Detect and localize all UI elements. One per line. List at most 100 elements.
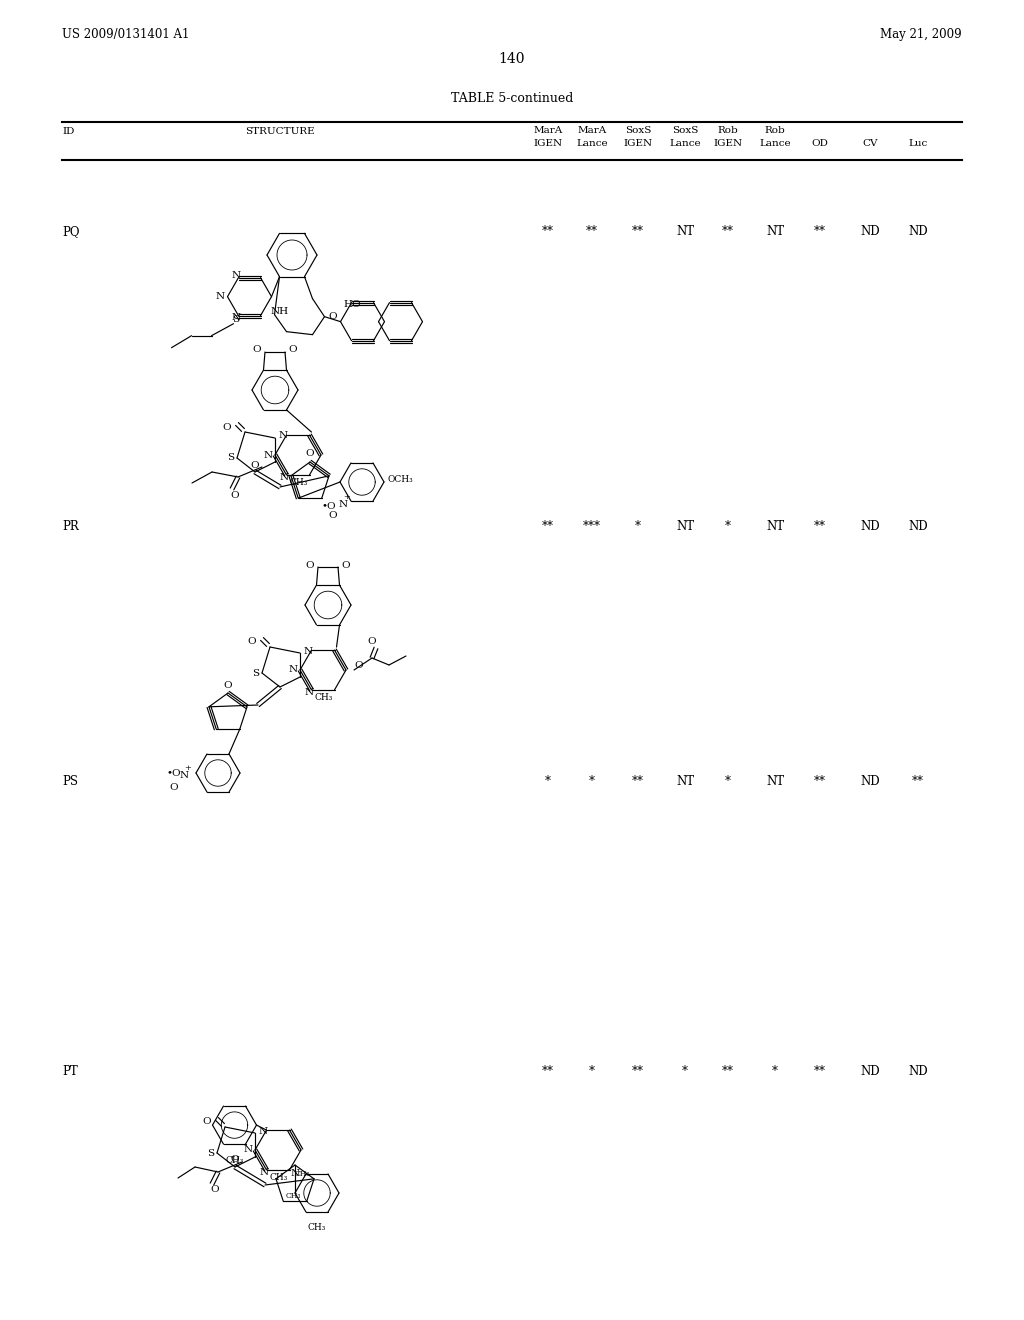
Text: Luc: Luc xyxy=(908,139,928,148)
Text: **: ** xyxy=(632,224,644,238)
Text: CV: CV xyxy=(862,139,878,148)
Text: N: N xyxy=(291,1168,300,1177)
Text: TABLE 5-continued: TABLE 5-continued xyxy=(451,92,573,106)
Text: CH₃: CH₃ xyxy=(308,1224,327,1233)
Text: S: S xyxy=(208,1148,215,1158)
Text: N: N xyxy=(339,499,347,508)
Text: N: N xyxy=(279,432,288,441)
Text: PR: PR xyxy=(62,520,79,533)
Text: OD: OD xyxy=(812,139,828,148)
Text: PQ: PQ xyxy=(62,224,80,238)
Text: O: O xyxy=(222,422,231,432)
Text: O: O xyxy=(306,561,314,569)
Text: O: O xyxy=(354,660,364,669)
Text: Rob: Rob xyxy=(718,125,738,135)
Text: ND: ND xyxy=(908,520,928,533)
Text: O: O xyxy=(230,1155,240,1164)
Text: Lance: Lance xyxy=(577,139,608,148)
Text: **: ** xyxy=(814,1065,826,1078)
Text: Rob: Rob xyxy=(765,125,785,135)
Text: +: + xyxy=(184,764,191,772)
Text: N: N xyxy=(303,647,312,656)
Text: STRUCTURE: STRUCTURE xyxy=(245,128,314,136)
Text: *: * xyxy=(682,1065,688,1078)
Text: MarA: MarA xyxy=(578,125,606,135)
Text: O: O xyxy=(253,346,261,355)
Text: N: N xyxy=(216,292,225,301)
Text: **: ** xyxy=(586,224,598,238)
Text: **: ** xyxy=(814,224,826,238)
Text: *: * xyxy=(545,775,551,788)
Text: **: ** xyxy=(814,775,826,788)
Text: **: ** xyxy=(722,224,734,238)
Text: *: * xyxy=(635,520,641,533)
Text: N: N xyxy=(263,450,272,459)
Text: ND: ND xyxy=(860,1065,880,1078)
Text: **: ** xyxy=(542,520,554,533)
Text: US 2009/0131401 A1: US 2009/0131401 A1 xyxy=(62,28,189,41)
Text: ND: ND xyxy=(908,224,928,238)
Text: **: ** xyxy=(632,1065,644,1078)
Text: O: O xyxy=(170,783,178,792)
Text: O: O xyxy=(368,638,376,647)
Text: N: N xyxy=(179,771,188,780)
Text: O: O xyxy=(328,312,337,321)
Text: +: + xyxy=(344,494,350,502)
Text: CH₃: CH₃ xyxy=(294,1170,309,1177)
Text: May 21, 2009: May 21, 2009 xyxy=(881,28,962,41)
Text: CH₃: CH₃ xyxy=(290,478,307,487)
Text: Lance: Lance xyxy=(670,139,700,148)
Text: SoxS: SoxS xyxy=(625,125,651,135)
Text: S: S xyxy=(227,454,234,462)
Text: 140: 140 xyxy=(499,51,525,66)
Text: IGEN: IGEN xyxy=(714,139,742,148)
Text: O: O xyxy=(251,461,259,470)
Text: CH₃: CH₃ xyxy=(314,693,333,702)
Text: S: S xyxy=(253,668,259,677)
Text: NT: NT xyxy=(766,775,784,788)
Text: O: O xyxy=(342,561,350,569)
Text: O: O xyxy=(223,681,232,689)
Text: N: N xyxy=(232,313,241,322)
Text: ND: ND xyxy=(860,520,880,533)
Text: CH₃: CH₃ xyxy=(225,1155,244,1164)
Text: O: O xyxy=(329,511,337,520)
Text: ID: ID xyxy=(62,128,75,136)
Text: ***: *** xyxy=(583,520,601,533)
Text: CH₃: CH₃ xyxy=(269,1173,288,1183)
Text: *: * xyxy=(589,775,595,788)
Text: IGEN: IGEN xyxy=(534,139,562,148)
Text: O: O xyxy=(230,491,240,499)
Text: N: N xyxy=(280,474,289,482)
Text: SoxS: SoxS xyxy=(672,125,698,135)
Text: N: N xyxy=(289,665,298,675)
Text: **: ** xyxy=(814,520,826,533)
Text: NT: NT xyxy=(676,775,694,788)
Text: N: N xyxy=(232,271,241,280)
Text: NT: NT xyxy=(766,520,784,533)
Text: ND: ND xyxy=(860,775,880,788)
Text: S: S xyxy=(232,315,239,325)
Text: **: ** xyxy=(542,224,554,238)
Text: NT: NT xyxy=(676,224,694,238)
Text: **: ** xyxy=(542,1065,554,1078)
Text: CH₃: CH₃ xyxy=(286,1192,301,1200)
Text: **: ** xyxy=(632,775,644,788)
Text: **: ** xyxy=(722,1065,734,1078)
Text: **: ** xyxy=(912,775,924,788)
Text: N: N xyxy=(260,1168,269,1177)
Text: NT: NT xyxy=(766,224,784,238)
Text: O: O xyxy=(248,638,256,647)
Text: Lance: Lance xyxy=(759,139,791,148)
Text: •O: •O xyxy=(322,502,336,511)
Text: PT: PT xyxy=(62,1065,78,1078)
Text: •O: •O xyxy=(167,768,181,777)
Text: O: O xyxy=(306,450,314,458)
Text: *: * xyxy=(725,775,731,788)
Text: N: N xyxy=(258,1126,267,1135)
Text: N: N xyxy=(305,689,314,697)
Text: IGEN: IGEN xyxy=(624,139,652,148)
Text: *: * xyxy=(589,1065,595,1078)
Text: MarA: MarA xyxy=(534,125,562,135)
Text: O: O xyxy=(289,346,297,355)
